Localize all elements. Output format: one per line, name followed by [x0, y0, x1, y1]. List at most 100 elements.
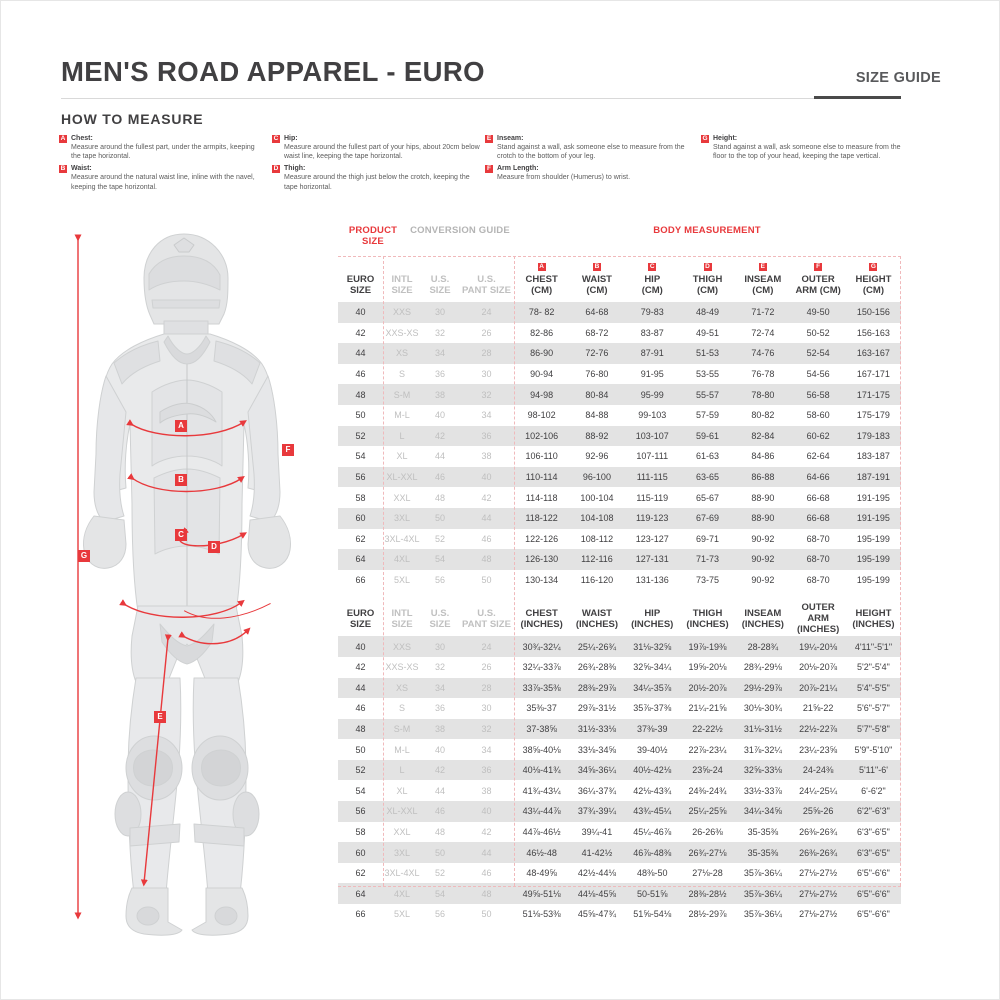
table-cell: 41¾-43¼ — [522, 785, 561, 796]
table-cell: 59-61 — [679, 425, 736, 447]
column-header-line2: (INCHES) — [741, 618, 784, 630]
column-header: C HIP (CM) — [625, 256, 680, 302]
table-cell: 36 — [434, 703, 445, 714]
table-cell: 106-110 — [525, 451, 558, 462]
table-cell: 28½-29⅞ — [688, 909, 727, 920]
row-separator — [338, 886, 901, 888]
table-cell: 50 — [355, 744, 366, 755]
table-cell: 131-136 — [635, 575, 669, 586]
table-cell: XXL — [393, 826, 411, 837]
table-row: 46 S 36 30 90-94 76-80 91-95 53-55 76-78 54-56 167… — [338, 364, 901, 385]
table-cell: L — [383, 759, 421, 781]
figure-label-a: A — [175, 420, 187, 432]
table-cell: 46 — [421, 466, 459, 488]
table-cell: 84-86 — [751, 451, 775, 462]
table-cell: 38 — [421, 384, 459, 405]
table-cell: 56-58 — [790, 384, 846, 405]
table-cell: XXS-XS — [385, 662, 419, 673]
table-cell: 22⅞-23¼ — [688, 744, 727, 755]
badge-spacer — [421, 263, 459, 274]
table-cell: 6'3"-6'5" — [857, 826, 890, 837]
rider-figure-svg — [74, 233, 291, 936]
figure-label-e: E — [154, 711, 166, 723]
table-row: 56 XL-XXL 46 40 110-114 96-100 111-115 63-65 86-… — [338, 466, 902, 488]
table-cell: 104-108 — [569, 507, 625, 529]
table-cell: 49-50 — [790, 302, 846, 323]
how-to-measure-column-3: E Inseam: Stand against a wall, ask some… — [485, 134, 693, 186]
table-cell: 5'7"-5'8" — [845, 718, 902, 740]
table-cell: 4XL — [383, 883, 421, 905]
column-header: WAIST (INCHES) — [569, 590, 624, 636]
figure-label-d: D — [208, 541, 220, 553]
table-cell: 44 — [434, 785, 445, 796]
table-cell: 20⅞-21¼ — [790, 677, 846, 699]
column-header-line2: ARM (CM) — [795, 284, 841, 296]
table-cell: 29⅞-31½ — [577, 703, 616, 714]
table-cell: 30 — [421, 636, 459, 657]
table-cell: 66-68 — [806, 492, 830, 503]
table-cell: 40 — [434, 744, 445, 755]
table-cell: 62 — [355, 533, 366, 544]
how-to-measure-column-1: A Chest: Measure around the fullest part… — [59, 134, 264, 195]
column-header-line1: THIGH — [692, 273, 723, 285]
column-header: EURO SIZE — [338, 590, 383, 636]
table-cell: 195-199 — [845, 549, 902, 570]
table-cell: 60-62 — [790, 425, 846, 447]
column-header-line2: (CM) — [641, 284, 663, 296]
table-cell: 3XL — [383, 842, 421, 863]
measure-item-name: Hip: — [284, 135, 298, 142]
table-cell: 54 — [355, 451, 366, 462]
column-header: U.S. PANT SIZE — [459, 590, 514, 636]
table-cell: 42 — [481, 826, 492, 837]
table-cell: 52-54 — [790, 343, 846, 364]
column-header: D THIGH (CM) — [680, 256, 735, 302]
table-cell: 50 — [481, 909, 492, 920]
table-cell: 26-26⅜ — [692, 826, 723, 837]
measure-item-name: Thigh: — [284, 165, 306, 173]
column-header: F OUTER ARM (CM) — [790, 256, 845, 302]
table-cell: 5'4"-5'5" — [845, 677, 902, 699]
table-cell: 58 — [355, 492, 366, 503]
letter-badge-a-icon: A — [537, 262, 546, 271]
table-cell: XL — [396, 451, 408, 462]
column-header-line2: (CM) — [862, 284, 884, 296]
column-header-line2: (CM) — [752, 284, 774, 296]
measure-item-hip: C Hip: Measure around the fullest part o… — [272, 134, 480, 161]
table-cell: 27⅛-27½ — [790, 883, 846, 905]
table-cell: 28¾-29⅛ — [743, 662, 782, 673]
table-cell: 64 — [338, 883, 383, 905]
column-header: B WAIST (CM) — [569, 256, 624, 302]
table-cell: 91-95 — [640, 369, 664, 380]
measure-item-desc: Measure around the fullest part, under t… — [71, 144, 255, 161]
table-cell: 30 — [481, 369, 492, 380]
table-cell: 118-122 — [514, 507, 570, 529]
table-cell: XL-XXL — [383, 466, 421, 488]
column-separator — [383, 256, 385, 886]
table-cell: 67-69 — [679, 507, 736, 529]
badge-spacer — [846, 597, 901, 608]
page-header: MEN'S ROAD APPAREL - EURO SIZE GUIDE — [61, 56, 941, 104]
table-cell: 5'9"-5'10" — [854, 744, 893, 755]
column-header-line1: EURO — [346, 607, 375, 619]
column-header-line1: THIGH — [692, 607, 723, 619]
column-header-line1: U.S. — [430, 607, 450, 619]
table-cell: XS — [383, 343, 421, 364]
group-header-product-size: PRODUCT SIZE — [348, 225, 398, 247]
table-header-row-inches: EURO SIZE INTL SIZE U.S. SIZE U.S. PANT SIZE CHE… — [338, 590, 901, 636]
table-cell: 42⅛-43¾ — [633, 785, 672, 796]
table-row: 46 S 36 30 35⅜-37 29⅞-31½ 35⅞-37⅜ 21¼-21⅝ 30⅛-30… — [338, 698, 901, 719]
table-row: 64 4XL 54 48 126-130 112-116 127-131 71-73 90-92… — [338, 549, 902, 570]
table-cell: 48⅜-50 — [636, 868, 668, 879]
table-cell: 25¼-25⅝ — [679, 801, 736, 822]
measure-item-height: G Height: Stand against a wall, ask some… — [701, 134, 906, 161]
column-header: E INSEAM (CM) — [735, 256, 790, 302]
header-divider — [61, 98, 881, 99]
page-title: MEN'S ROAD APPAREL - EURO — [61, 56, 485, 87]
table-cell: 62 — [355, 868, 366, 879]
table-cell: 22-22½ — [679, 718, 736, 740]
letter-badge-d: D — [272, 165, 280, 174]
table-cell: 42 — [421, 759, 459, 781]
table-row: 48 S-M 38 32 94-98 80-84 95-99 55-57 78-80 56-58 1… — [338, 384, 902, 405]
table-cell: 119-123 — [624, 507, 680, 529]
measure-item-desc: Stand against a wall, ask someone else t… — [497, 144, 685, 161]
